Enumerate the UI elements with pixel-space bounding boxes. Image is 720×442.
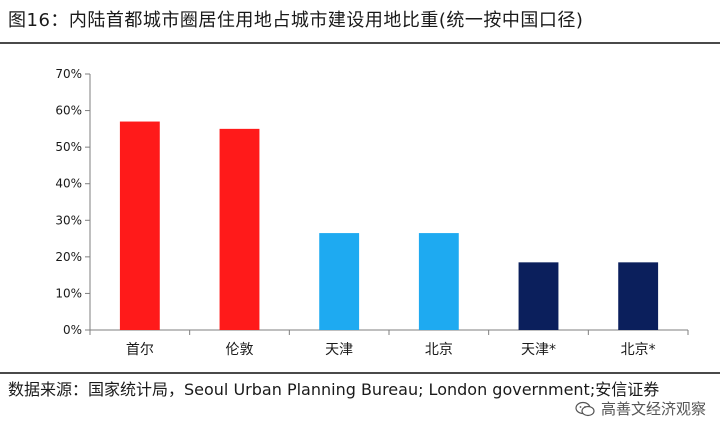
bottom-divider [0,372,720,374]
y-tick-label: 0% [63,323,82,337]
top-divider [0,42,720,44]
figure-title: 图16：内陆首都城市圈居住用地占城市建设用地比重(统一按中国口径) [8,10,584,31]
y-tick-label: 10% [55,286,82,300]
y-tick-label: 60% [55,104,82,118]
watermark: 高善文经济观察 [575,398,706,419]
x-tick-label: 伦敦 [226,342,254,358]
x-tick-label: 天津 [325,342,353,358]
x-tick-label: 北京 [425,342,453,358]
bar-6 [618,262,659,330]
bar-chart: 0% 10% 20% 30% 40% 50% 60% 70% 首尔 伦敦 天津 北京 天津* 北京* [55,67,689,358]
y-tick-label: 30% [55,213,82,227]
x-tick-label: 首尔 [126,342,154,358]
y-tick-label: 50% [55,140,82,154]
wechat-icon [575,401,595,416]
y-tick-label: 70% [55,67,82,81]
y-tick-label: 40% [55,177,82,191]
watermark-text: 高善文经济观察 [600,400,706,418]
bar-2 [219,128,260,330]
y-tick-label: 20% [55,250,82,264]
bar-3 [319,233,360,330]
x-tick-label: 北京* [621,342,656,358]
bar-4 [418,233,459,330]
source-note: 数据来源：国家统计局，Seoul Urban Planning Bureau; … [8,380,660,399]
x-tick-label: 天津* [521,342,556,358]
bar-5 [518,262,559,330]
bar-1 [119,121,160,331]
